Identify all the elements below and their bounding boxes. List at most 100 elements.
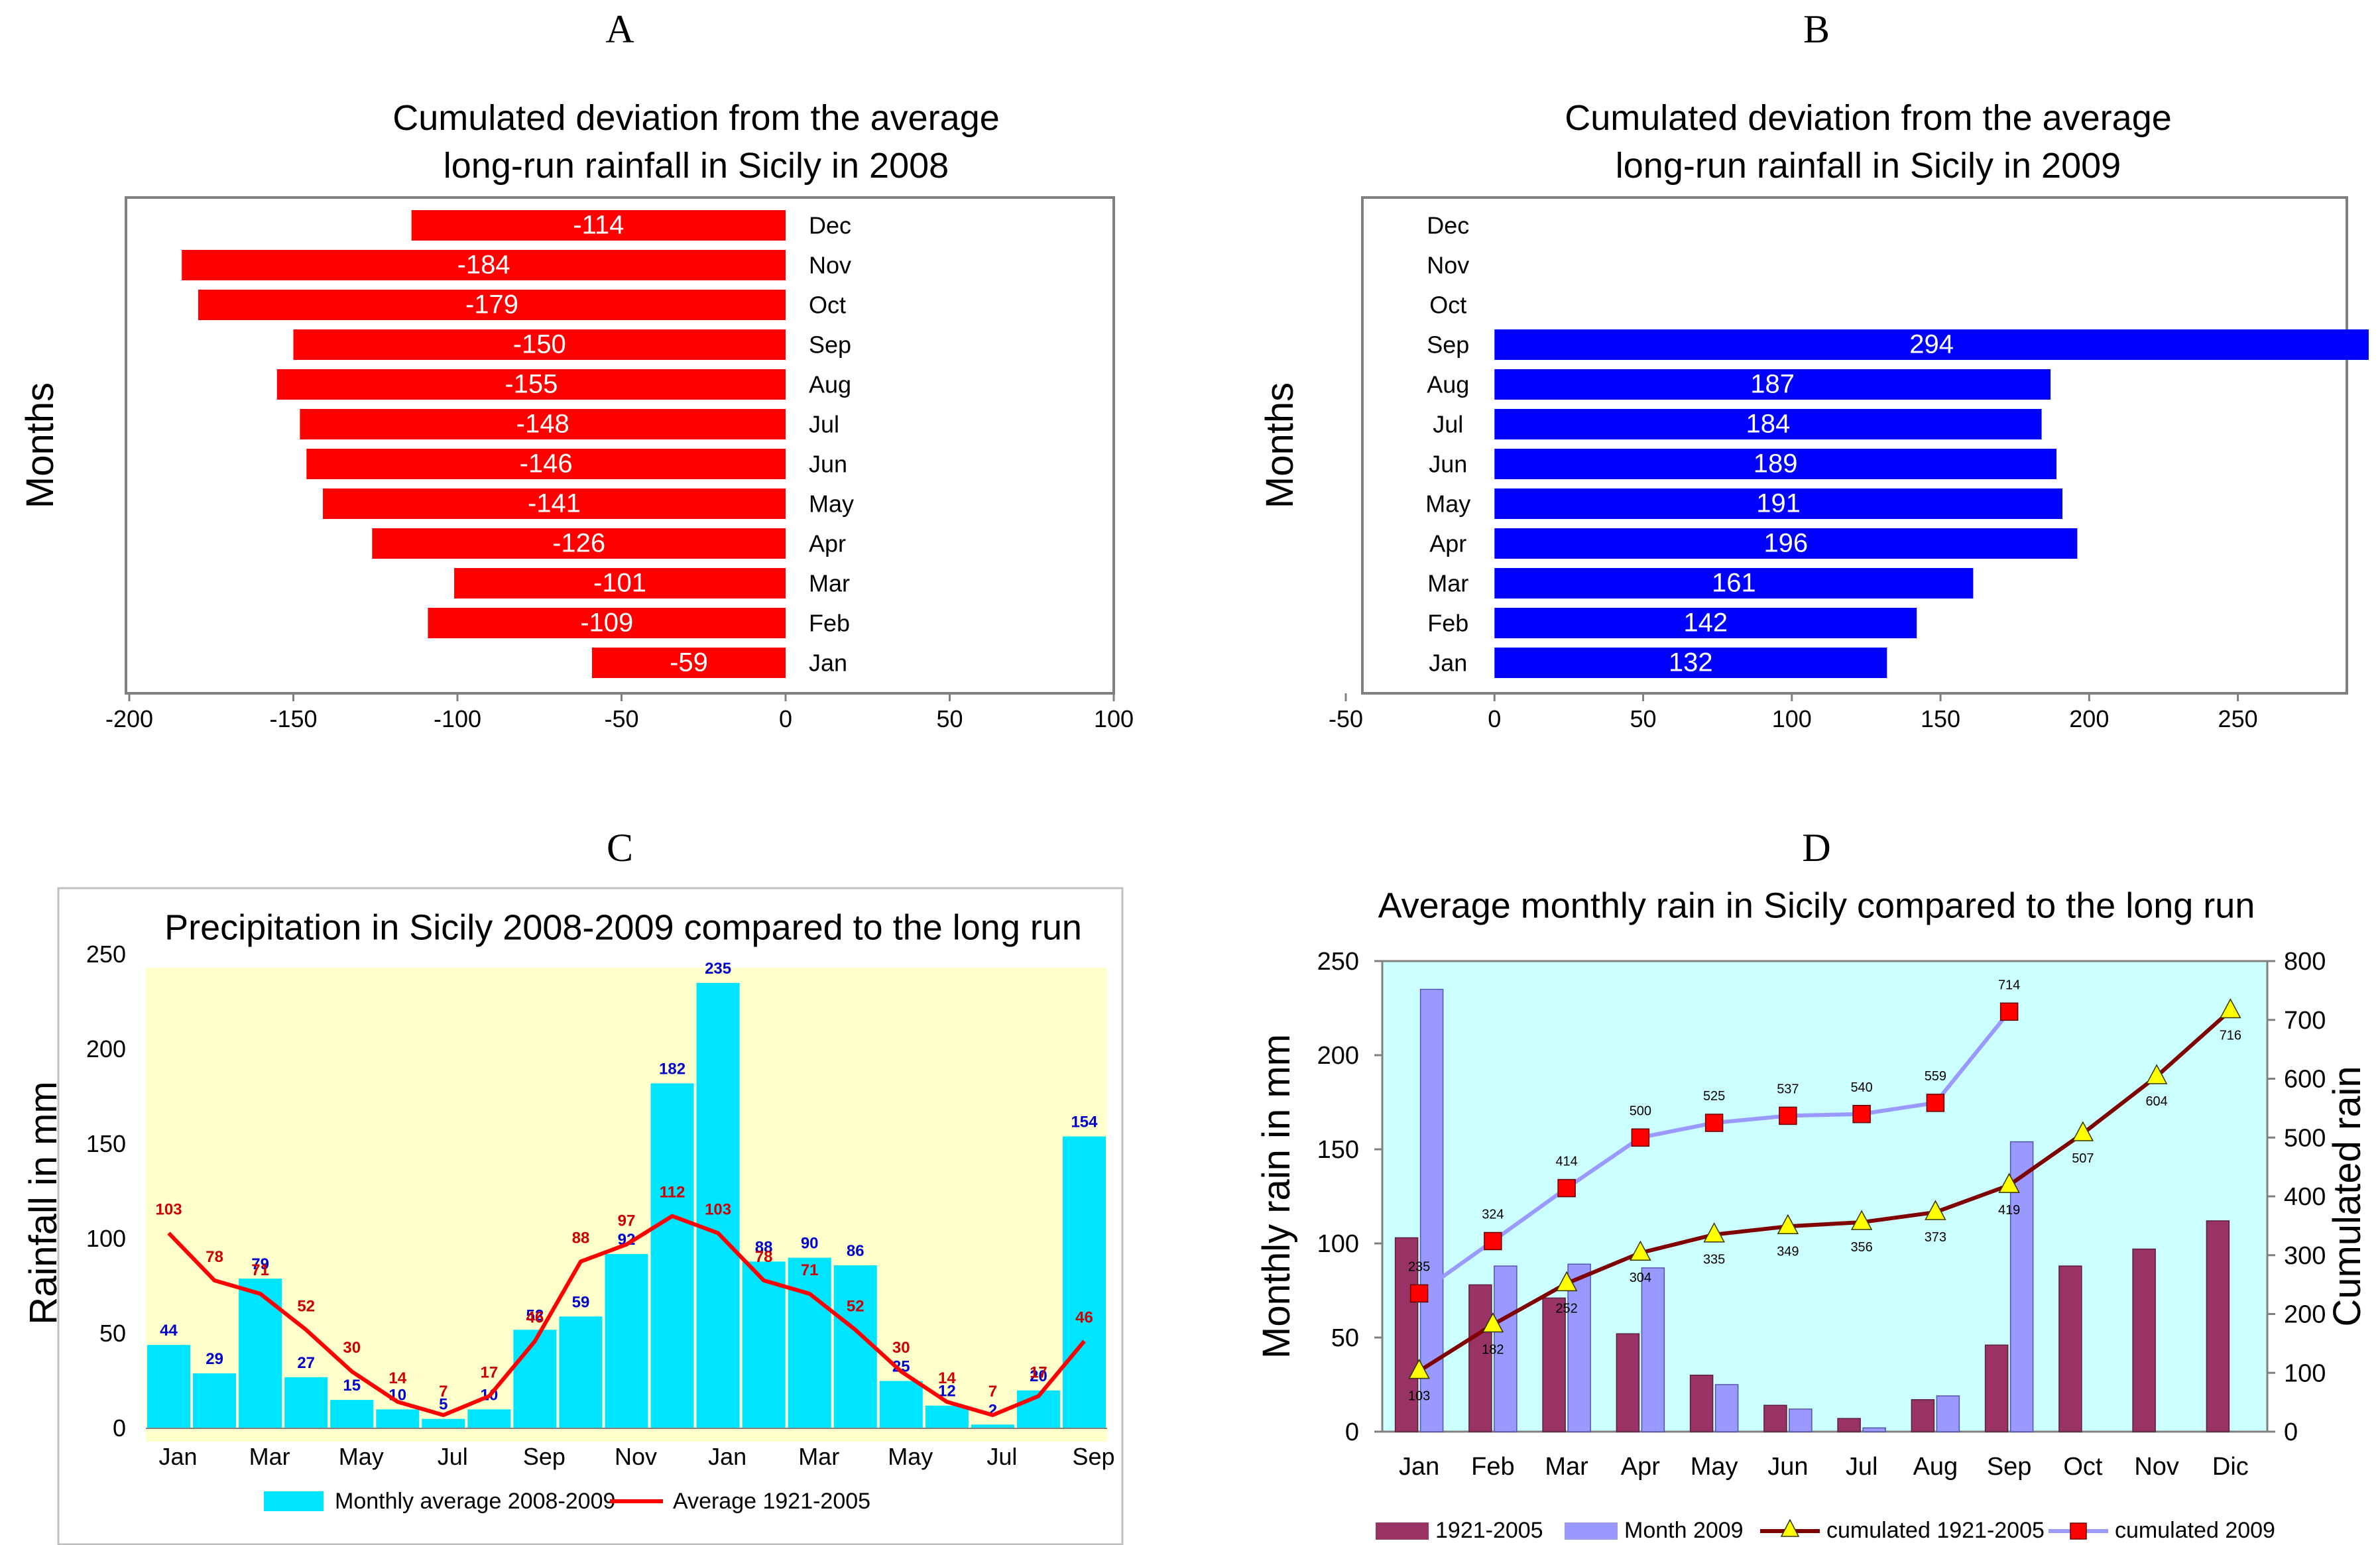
chart-b-month-label: Dec (1427, 212, 1469, 239)
chart-d-cumulated-1921-2005-marker (2220, 998, 2241, 1019)
chart-c-line-label: 71 (251, 1261, 269, 1279)
chart-c-bar (788, 1257, 831, 1428)
chart-b-bar-apr (1494, 528, 2078, 559)
chart-d-cumulated-2009-label: 714 (1998, 978, 2020, 992)
chart-a-data-label: -179 (465, 290, 518, 319)
chart-c-legend-swatch-bars (264, 1491, 324, 1511)
chart-a-data-label: -184 (457, 251, 510, 280)
chart-c-line-label: 14 (388, 1369, 406, 1387)
chart-c-line-label: 17 (1030, 1363, 1047, 1381)
chart-a-bar-sep (293, 329, 786, 360)
chart-c-line-label: 30 (343, 1339, 361, 1357)
chart-a-x-tick-label: 50 (936, 705, 963, 732)
chart-b-title-line2: long-run rainfall in Sicily in 2009 (1615, 146, 2121, 186)
chart-c-outer-frame (57, 887, 1124, 1545)
chart-c-line-label: 7 (988, 1383, 997, 1401)
chart-c-line-label: 7 (439, 1383, 447, 1401)
chart-a-data-label: -148 (516, 410, 569, 439)
chart-b-bar-may (1494, 488, 2062, 519)
chart-d-cumulated-1921-2005-marker (1482, 1312, 1504, 1333)
chart-d-x-tick-label: Apr (1621, 1453, 1660, 1481)
chart-d-x-tick-label: Nov (2134, 1453, 2179, 1481)
chart-c-x-tick-label: May (339, 1443, 384, 1470)
chart-c-title-bg (133, 908, 981, 948)
chart-d-y-tick-label: 0 (1345, 1418, 1359, 1446)
chart-a-x-tick-label: 0 (779, 705, 792, 732)
chart-b-month-label: Feb (1427, 610, 1468, 637)
chart-c-bar (376, 1409, 420, 1428)
chart-d-cumulated-1921-2005-label: 103 (1408, 1389, 1430, 1404)
chart-d-bar-1921-2005 (2058, 1265, 2082, 1432)
chart-c-ylabel: Rainfall in mm (22, 1081, 65, 1324)
chart-c-bar (513, 1330, 557, 1428)
chart-c-x-tick-label: Mar (798, 1443, 839, 1470)
chart-c-bar (879, 1381, 923, 1428)
chart-b-x-tick-label: -50 (1329, 705, 1363, 732)
chart-b-bar-feb (1494, 608, 1917, 638)
chart-d-y-tick-label: 150 (1317, 1136, 1359, 1164)
chart-c: Precipitation in Sicily 2008-2009 compar… (22, 887, 1124, 1545)
chart-d-y2-tick-label: 300 (2284, 1242, 2326, 1270)
chart-b-data-label: 161 (1712, 569, 1756, 598)
chart-c-y-tick-label: 100 (86, 1225, 126, 1252)
chart-d-cumulated-1921-2005-marker (2145, 1064, 2168, 1084)
chart-d-x-tick-label: Dic (2212, 1453, 2249, 1481)
chart-d-bar-1921-2005 (1689, 1375, 1714, 1432)
chart-a-title-line1: Cumulated deviation from the average (392, 98, 1000, 138)
chart-b-bar-mar (1494, 568, 1974, 599)
chart-c-line-label: 46 (526, 1308, 544, 1326)
chart-c-bar-label: 79 (251, 1255, 269, 1273)
chart-d-cumulated-2009-label: 559 (1925, 1069, 1946, 1084)
chart-d-y2-tick-label: 600 (2284, 1066, 2326, 1094)
chart-d-legend-label: 1921-2005 (1435, 1518, 1543, 1543)
chart-d-bar-month-2009 (1567, 1263, 1591, 1432)
chart-c-bar-label: 90 (801, 1235, 819, 1253)
chart-d-y-tick-label: 250 (1317, 948, 1359, 976)
chart-d-title: Average monthly rain in Sicily compared … (1378, 886, 2255, 925)
chart-d-cumulated-2009-marker (1926, 1094, 1945, 1112)
chart-d-cumulated-1921-2005-marker (1408, 1358, 1430, 1379)
chart-d-cumulated-1921-2005-marker (2072, 1121, 2094, 1141)
chart-c-bar (742, 1261, 786, 1428)
chart-c-line-label: 103 (705, 1200, 731, 1218)
chart-d-cumulated-1921-2005-label: 356 (1850, 1240, 1872, 1255)
chart-b-title-line1: Cumulated deviation from the average (1565, 98, 2172, 138)
chart-c-bar-label: 27 (297, 1354, 315, 1372)
chart-c-y-tick-label: 50 (99, 1320, 126, 1347)
chart-d-cumulated-2009-label: 537 (1777, 1082, 1799, 1096)
chart-c-bar (696, 982, 740, 1428)
chart-a-data-label: -101 (593, 569, 646, 598)
chart-b-x-tick-label: 0 (1488, 705, 1501, 732)
chart-a-x-tick-label: 100 (1094, 705, 1134, 732)
chart-c-bar (330, 1400, 374, 1428)
chart-a-bar-oct (198, 290, 786, 320)
chart-c-x-tick-label: Jan (708, 1443, 746, 1470)
chart-d-cumulated-1921-2005-line (1418, 1009, 2232, 1373)
chart-d-y2label: Cumulated rain (2326, 1066, 2369, 1326)
chart-b-bar-jul (1494, 409, 2042, 439)
chart-b-data-label: 132 (1669, 648, 1713, 677)
chart-c-x-tick-label: Jul (986, 1443, 1017, 1470)
chart-c-line-label: 103 (156, 1200, 182, 1218)
chart-d-y2-tick-label: 100 (2284, 1359, 2326, 1387)
chart-c-x-tick-label: Mar (249, 1443, 290, 1470)
chart-a-month-label: Mar (809, 570, 850, 597)
chart-d-x-tick-label: Aug (1913, 1453, 1958, 1481)
chart-c-line-label: 52 (297, 1297, 315, 1315)
chart-d-cumulated-2009-marker (1484, 1231, 1502, 1251)
chart-d-cumulated-1921-2005-label: 304 (1630, 1271, 1651, 1285)
chart-c-line-label: 17 (481, 1363, 499, 1381)
chart-d-bar-1921-2005 (2206, 1220, 2230, 1432)
chart-b-month-label: Sep (1427, 331, 1469, 359)
chart-a-x-tick-label: -50 (604, 705, 638, 732)
chart-d-cumulated-1921-2005-label: 419 (1998, 1203, 2020, 1218)
chart-b-x-tick-label: 200 (2069, 705, 2109, 732)
chart-b-month-label: Nov (1427, 252, 1469, 279)
chart-d-bar-1921-2005 (1468, 1284, 1492, 1432)
chart-b: 132 Jan 142 Feb 161 Mar 196 Apr 191 May 189 Jun 184 J… (1258, 196, 2369, 732)
chart-a-data-label: -59 (670, 648, 708, 677)
chart-a-ylabel: Months (19, 382, 62, 508)
chart-d-y2-tick-label: 500 (2284, 1124, 2326, 1152)
chart-b-month-label: Jan (1429, 650, 1467, 677)
chart-c-bar-label: 5 (439, 1396, 447, 1414)
